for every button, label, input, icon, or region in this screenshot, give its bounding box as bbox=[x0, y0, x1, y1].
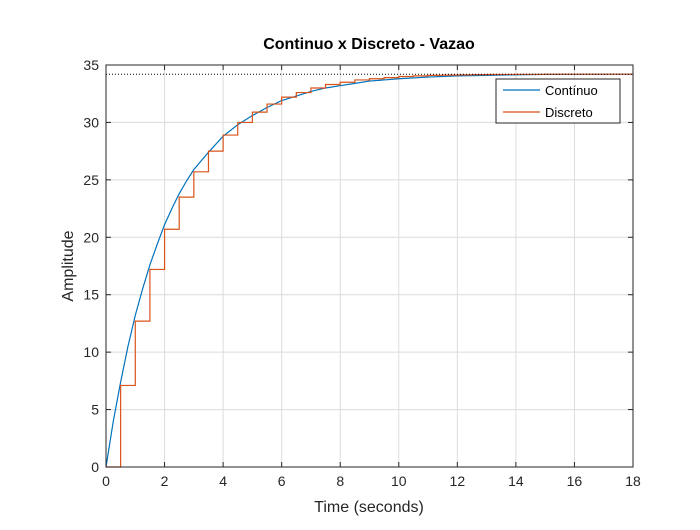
y-tick-label: 10 bbox=[83, 344, 99, 360]
series-line-discreto bbox=[106, 73, 633, 468]
plot-area bbox=[106, 65, 633, 467]
axes-box bbox=[105, 64, 634, 468]
x-tick-label: 2 bbox=[161, 473, 169, 489]
legend: Contínuo Discreto bbox=[495, 78, 621, 124]
x-tick-label: 18 bbox=[625, 473, 641, 489]
legend-label-discreto: Discreto bbox=[545, 105, 593, 120]
y-tick-label: 20 bbox=[83, 229, 99, 245]
series-layer bbox=[105, 73, 633, 468]
x-tick-label: 12 bbox=[450, 473, 466, 489]
x-axis-label: Time (seconds) bbox=[314, 499, 424, 516]
x-tick-label: 4 bbox=[219, 473, 227, 489]
legend-box bbox=[495, 78, 621, 124]
x-tick-label: 14 bbox=[508, 473, 524, 489]
axes bbox=[105, 64, 634, 468]
y-tick-label: 35 bbox=[83, 57, 99, 73]
y-tick-label: 15 bbox=[83, 287, 99, 303]
y-tick-label: 25 bbox=[83, 172, 99, 188]
x-tick-label: 16 bbox=[567, 473, 583, 489]
y-tick-label: 30 bbox=[83, 114, 99, 130]
x-tick-label: 0 bbox=[102, 473, 110, 489]
x-tick-label: 8 bbox=[336, 473, 344, 489]
chart-title: Continuo x Discreto - Vazao bbox=[263, 36, 475, 53]
legend-label-continuo: Contínuo bbox=[545, 83, 598, 98]
x-tick-label: 10 bbox=[391, 473, 407, 489]
grid bbox=[106, 65, 633, 467]
y-tick-label: 5 bbox=[91, 402, 99, 418]
y-tick-label: 0 bbox=[91, 459, 99, 475]
y-axis-label: Amplitude bbox=[60, 230, 77, 301]
x-tick-label: 6 bbox=[278, 473, 286, 489]
tick-labels: 0 2 4 6 8 10 12 14 16 18 0 5 10 15 20 25 30 35 bbox=[83, 57, 641, 489]
